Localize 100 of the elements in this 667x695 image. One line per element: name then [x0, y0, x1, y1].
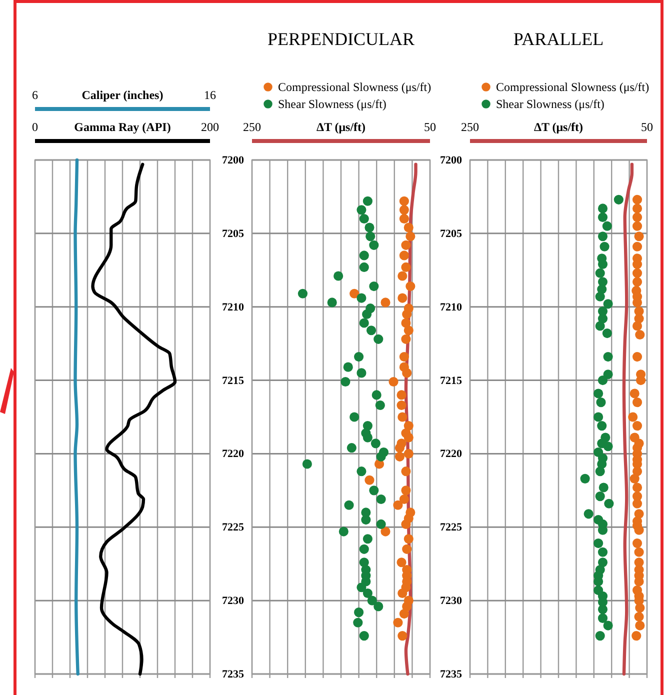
point — [594, 576, 604, 586]
point — [598, 259, 608, 270]
point — [632, 352, 642, 362]
point — [401, 519, 411, 529]
point — [598, 314, 608, 324]
y-tick-label: 7230 — [222, 595, 244, 608]
point — [598, 232, 608, 242]
y-tick-label: 7205 — [222, 228, 244, 240]
point — [359, 262, 369, 272]
point — [388, 376, 398, 387]
point — [404, 432, 414, 442]
point — [632, 482, 642, 492]
point — [632, 466, 642, 476]
y-tick-label: 7220 — [222, 448, 244, 460]
point — [632, 221, 642, 231]
point — [635, 620, 645, 630]
point — [401, 240, 411, 250]
point — [634, 612, 644, 622]
point — [359, 250, 369, 260]
point — [598, 376, 608, 386]
point — [632, 194, 642, 204]
point — [350, 288, 360, 298]
point — [595, 321, 605, 331]
point — [595, 292, 605, 302]
point — [406, 232, 416, 242]
point — [302, 459, 312, 469]
point — [628, 412, 638, 422]
point — [406, 282, 416, 292]
point — [356, 368, 366, 378]
point — [580, 474, 590, 484]
point — [632, 321, 642, 331]
y-tick-label: 7225 — [440, 522, 462, 534]
point — [362, 309, 372, 319]
point — [375, 400, 385, 410]
x2-axis-title: Caliper (inches) — [82, 88, 164, 102]
point — [396, 400, 406, 410]
y-tick-label: 7200 — [440, 154, 462, 167]
point — [635, 330, 645, 340]
point — [362, 196, 372, 206]
y-tick-label: 7235 — [440, 668, 462, 681]
point — [327, 298, 337, 308]
point — [346, 443, 356, 453]
point — [334, 271, 344, 281]
point — [399, 250, 409, 260]
point — [636, 376, 646, 386]
point — [398, 271, 408, 281]
point — [598, 613, 608, 623]
point — [394, 452, 405, 462]
point — [374, 334, 384, 344]
point — [353, 618, 363, 628]
point — [632, 268, 642, 278]
point — [595, 631, 605, 641]
point — [361, 515, 371, 525]
y-tick-label: 7205 — [440, 228, 462, 240]
point — [598, 604, 608, 614]
point — [362, 588, 372, 598]
point — [598, 547, 608, 557]
legend-label: Shear Slowness (μs/ft) — [496, 97, 604, 111]
point — [398, 293, 408, 303]
point — [376, 452, 386, 462]
point — [376, 494, 386, 504]
point — [634, 232, 644, 242]
y-tick-label: 7210 — [222, 301, 244, 314]
point — [632, 212, 642, 222]
point — [404, 326, 414, 336]
point — [398, 588, 408, 598]
point — [596, 398, 606, 408]
point — [396, 558, 406, 568]
x-axis-title: ΔT (μs/ft) — [316, 120, 366, 134]
point — [359, 214, 369, 224]
point — [401, 334, 411, 344]
point — [614, 194, 624, 204]
point — [603, 442, 613, 452]
point — [374, 602, 384, 612]
point — [602, 221, 612, 231]
point — [394, 443, 405, 453]
legend-label: Shear Slowness (μs/ft) — [278, 97, 386, 111]
point — [393, 618, 403, 628]
point — [632, 498, 642, 508]
point — [399, 609, 409, 619]
point — [356, 205, 366, 215]
y-tick-label: 7225 — [222, 522, 244, 534]
point — [372, 390, 382, 400]
point — [356, 466, 366, 476]
point — [598, 482, 608, 492]
x-tick-label: 0 — [32, 120, 38, 134]
point — [376, 519, 386, 529]
point — [602, 328, 612, 338]
point — [401, 486, 411, 496]
point — [594, 412, 604, 422]
point — [604, 498, 614, 508]
point — [369, 486, 379, 496]
point — [584, 509, 594, 519]
point — [632, 421, 642, 431]
point — [359, 318, 369, 328]
point — [380, 298, 390, 308]
y-tick-label: 7200 — [222, 154, 244, 167]
point — [338, 526, 348, 536]
point — [402, 309, 412, 319]
point — [398, 631, 408, 641]
